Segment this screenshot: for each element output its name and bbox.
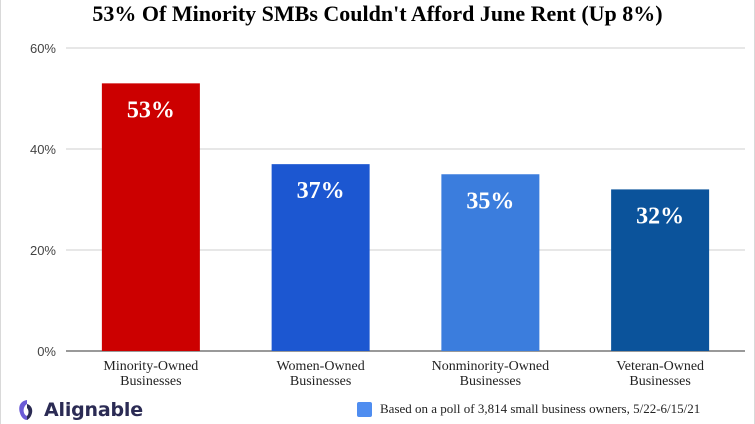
x-tick-label: Women-Owned	[276, 359, 364, 374]
data-label: 53%	[127, 97, 175, 123]
x-tick-label: Nonminority-Owned	[432, 359, 549, 374]
x-tick-label: Businesses	[629, 374, 690, 389]
x-tick-label: Veteran-Owned	[616, 359, 704, 374]
x-tick-label: Businesses	[120, 374, 181, 389]
y-tick-label: 60%	[30, 41, 56, 56]
footnote: Based on a poll of 3,814 small business …	[357, 401, 700, 417]
left-border	[0, 0, 1, 424]
x-tick-label: Businesses	[290, 374, 351, 389]
alignable-logo-icon	[19, 400, 33, 420]
y-tick-label: 0%	[37, 344, 56, 359]
y-tick-label: 20%	[30, 243, 56, 258]
chart-title: 53% Of Minority SMBs Couldn't Afford Jun…	[92, 1, 663, 26]
x-tick-label: Minority-Owned	[103, 359, 198, 374]
brand-logo: Alignable	[16, 396, 143, 424]
footnote-swatch	[357, 401, 372, 417]
y-tick-label: 40%	[30, 142, 56, 157]
data-label: 37%	[297, 178, 345, 204]
brand-name: Alignable	[44, 399, 143, 421]
bar-2	[441, 174, 540, 351]
bar-0	[101, 83, 200, 351]
x-tick-label: Businesses	[460, 374, 521, 389]
data-label: 35%	[466, 188, 514, 214]
data-label: 32%	[636, 203, 684, 229]
bar-3	[611, 189, 710, 351]
footnote-text: Based on a poll of 3,814 small business …	[380, 401, 701, 416]
bar-1	[271, 164, 370, 351]
